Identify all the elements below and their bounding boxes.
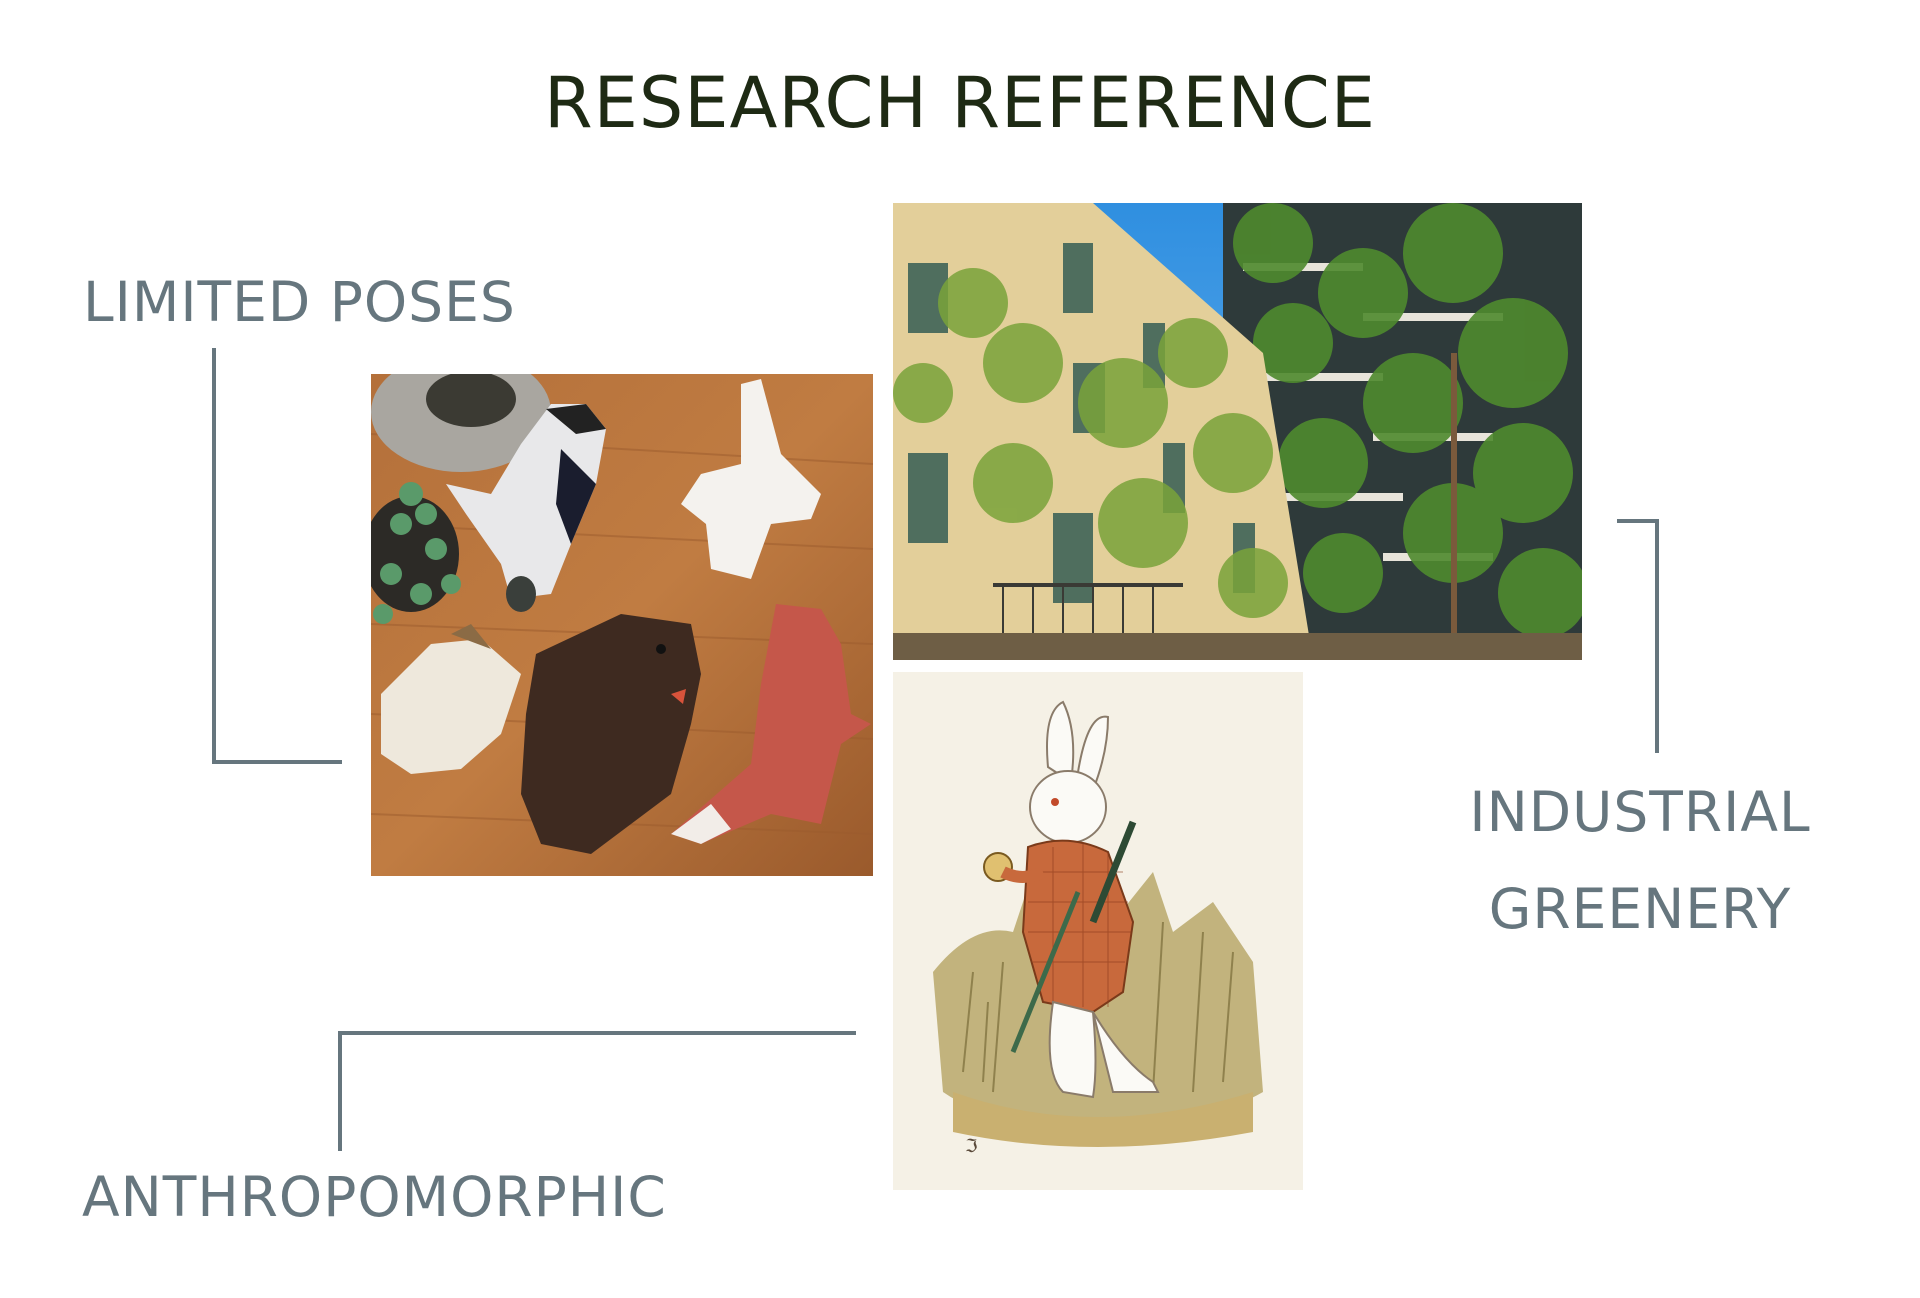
connector-anthropomorphic-horizontal bbox=[338, 1031, 856, 1035]
label-limited-poses: LIMITED POSES bbox=[83, 270, 516, 334]
svg-text:ℑ: ℑ bbox=[965, 1136, 978, 1157]
connector-anthropomorphic-vertical bbox=[338, 1031, 342, 1151]
connector-industrial-horizontal bbox=[1617, 519, 1659, 523]
connector-limited-poses-horizontal bbox=[212, 760, 342, 764]
page-title: RESEARCH REFERENCE bbox=[543, 62, 1377, 144]
connector-limited-poses-vertical bbox=[212, 348, 216, 764]
vertical-forest-photo bbox=[893, 203, 1582, 660]
label-anthropomorphic: ANTHROPOMORPHIC bbox=[82, 1165, 667, 1229]
white-rabbit-illustration: ℑ bbox=[893, 672, 1303, 1190]
label-greenery: GREENERY bbox=[1488, 877, 1792, 941]
connector-industrial-vertical bbox=[1655, 519, 1659, 753]
label-industrial: INDUSTRIAL bbox=[1469, 780, 1811, 844]
paper-puppets-photo bbox=[371, 374, 873, 876]
